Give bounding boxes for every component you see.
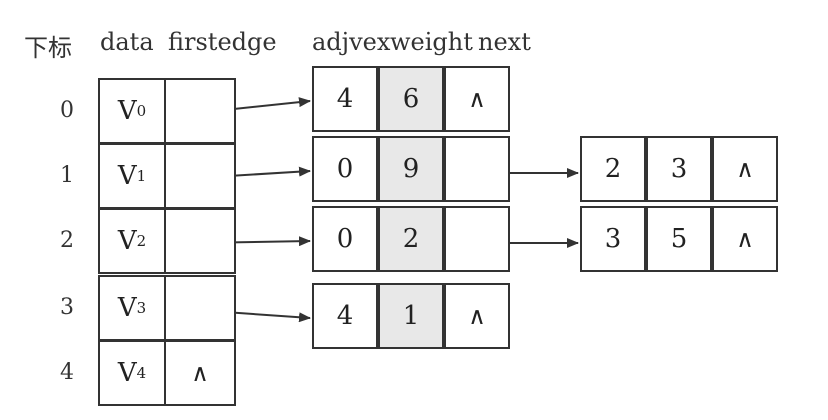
header-next: next [478,28,531,56]
edge-node-next-cell [444,206,510,272]
edge-node-weight-cell: 6 [378,66,444,132]
edge-node-adjvex-cell: 0 [312,206,378,272]
edge-node-adjvex-cell: 3 [580,206,646,272]
null-pointer-symbol: ∧ [468,302,486,330]
vertex-index-label: 0 [60,98,74,123]
edge-node-adjvex-cell: 4 [312,283,378,349]
edge-node-weight-cell: 5 [646,206,712,272]
vertex-name: V [117,226,137,256]
vertex-index-label: 3 [60,295,74,320]
vertex-firstedge-cell [164,275,236,341]
vertex-firstedge-cell [164,143,236,209]
null-pointer-symbol: ∧ [191,359,209,387]
edge-node-weight-cell: 9 [378,136,444,202]
null-pointer-symbol: ∧ [736,225,754,253]
vertex-subscript: 0 [136,102,147,120]
vertex-subscript: 1 [136,167,147,185]
vertex-subscript: 3 [136,299,147,317]
edge-node-weight-cell: 2 [378,206,444,272]
edge-node-weight-cell: 3 [646,136,712,202]
vertex-name: V [117,96,137,126]
vertex-subscript: 2 [136,232,147,250]
header-data: data [100,28,154,56]
header-adjvex: adjvex [312,28,391,56]
null-pointer-symbol: ∧ [468,85,486,113]
header-firstedge: firstedge [168,28,277,56]
vertex-name: V [117,293,137,323]
vertex-firstedge-cell: ∧ [164,340,236,406]
vertex-index-label: 1 [60,163,74,188]
vertex-index-label: 2 [60,228,74,253]
edge-node-next-cell: ∧ [712,206,778,272]
edge-node-next-cell: ∧ [444,283,510,349]
header-weight: weight [390,28,473,56]
vertex-firstedge-cell [164,78,236,144]
null-pointer-symbol: ∧ [736,155,754,183]
edge-node-next-cell [444,136,510,202]
vertex-subscript: 4 [136,364,147,382]
edge-node-weight-cell: 1 [378,283,444,349]
vertex-name: V [117,358,137,388]
vertex-firstedge-cell [164,208,236,274]
edge-node-adjvex-cell: 0 [312,136,378,202]
vertex-name: V [117,161,137,191]
header-index: 下标 [24,34,72,62]
edge-node-adjvex-cell: 2 [580,136,646,202]
edge-node-next-cell: ∧ [444,66,510,132]
vertex-index-label: 4 [60,360,74,385]
edge-node-adjvex-cell: 4 [312,66,378,132]
edge-node-next-cell: ∧ [712,136,778,202]
